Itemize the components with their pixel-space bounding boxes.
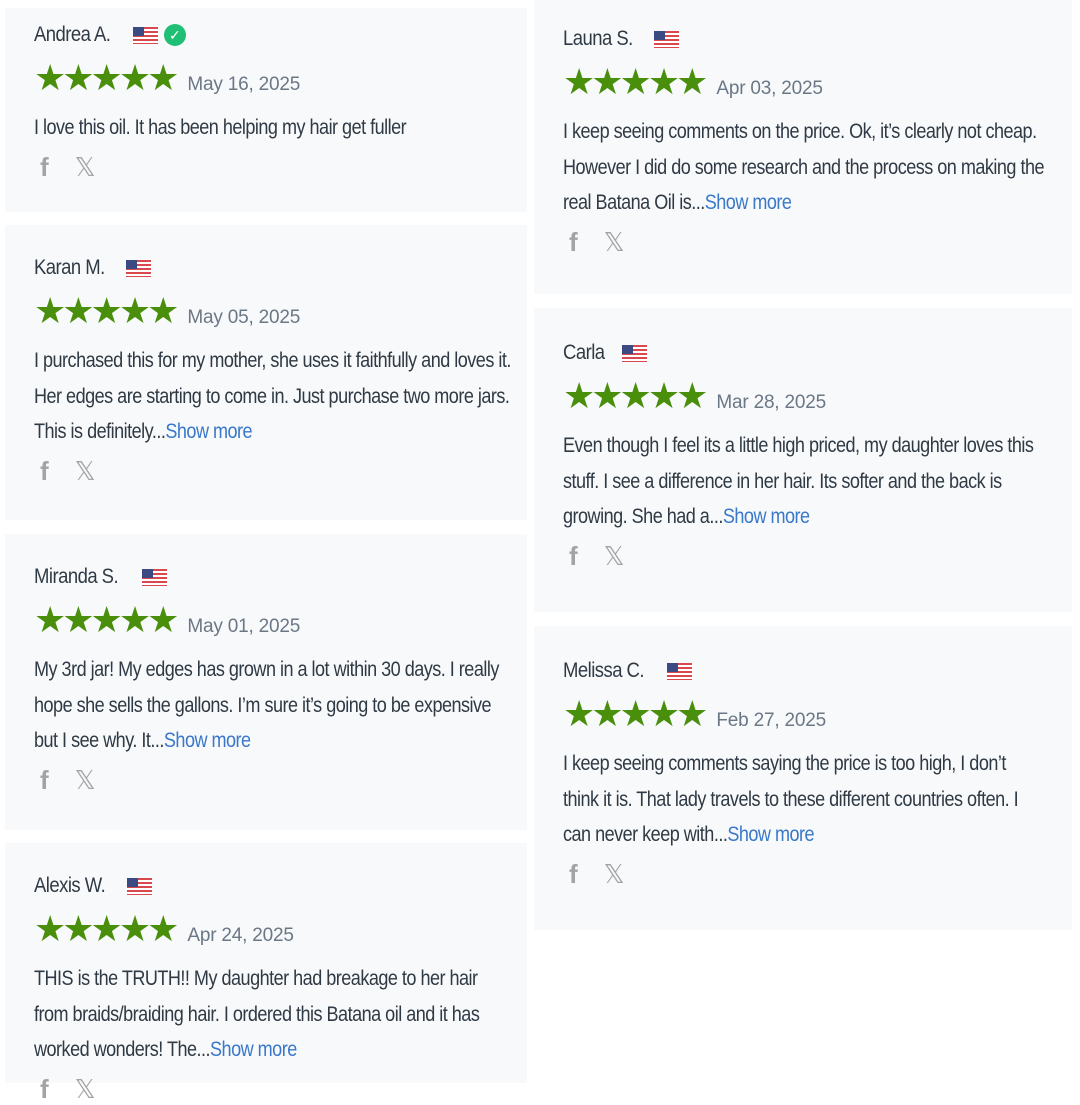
reviewer-name: Karan M. xyxy=(34,256,105,279)
star-rating: ★★★★★ xyxy=(34,57,179,98)
star-rating: ★★★★★ xyxy=(34,290,179,331)
review-text: I keep seeing comments saying the price … xyxy=(563,746,1045,853)
review-card: Carla ★★★★★ Mar 28, 2025 Even though I fe… xyxy=(534,308,1072,612)
reviewer-name: Miranda S. xyxy=(34,565,119,588)
reviewer-name: Andrea A. xyxy=(34,23,111,46)
review-text: THIS is the TRUTH!! My daughter had brea… xyxy=(34,961,516,1068)
show-more-link[interactable]: Show more xyxy=(722,505,810,528)
us-flag-icon xyxy=(667,662,693,680)
star-rating: ★★★★★ xyxy=(563,693,708,734)
us-flag-icon xyxy=(126,877,152,895)
review-date: May 16, 2025 xyxy=(187,74,301,95)
show-more-link[interactable]: Show more xyxy=(165,420,253,443)
us-flag-icon xyxy=(654,30,680,48)
review-text: Even though I feel its a little high pri… xyxy=(563,428,1045,535)
us-flag-icon xyxy=(132,26,158,44)
review-date: Apr 24, 2025 xyxy=(187,925,294,946)
x-icon[interactable]: 𝕏 xyxy=(74,1073,96,1104)
review-text: I keep seeing comments on the price. Ok,… xyxy=(563,114,1045,221)
review-card: Launa S. ★★★★★ Apr 03, 2025 I keep seeing… xyxy=(534,0,1072,294)
review-card: Karan M. ★★★★★ May 05, 2025 I purchased t… xyxy=(5,225,527,520)
us-flag-icon xyxy=(622,344,648,362)
x-icon[interactable]: 𝕏 xyxy=(603,540,625,571)
star-rating: ★★★★★ xyxy=(34,908,179,949)
review-body: I purchased this for my mother, she uses… xyxy=(34,349,511,443)
review-date: May 05, 2025 xyxy=(187,307,301,328)
star-rating: ★★★★★ xyxy=(563,375,708,416)
star-rating: ★★★★★ xyxy=(563,61,708,102)
show-more-link[interactable]: Show more xyxy=(727,823,815,846)
reviewer-name: Carla xyxy=(563,341,605,364)
review-card: Miranda S. ★★★★★ May 01, 2025 My 3rd jar!… xyxy=(5,534,527,830)
review-card: Andrea A. ✓ ★★★★★ May 16, 2025 I love this… xyxy=(5,8,527,212)
show-more-link[interactable]: Show more xyxy=(210,1038,297,1061)
x-icon[interactable]: 𝕏 xyxy=(74,764,96,795)
x-icon[interactable]: 𝕏 xyxy=(74,151,96,182)
review-date: Apr 03, 2025 xyxy=(716,78,823,99)
reviewer-name: Alexis W. xyxy=(34,874,106,897)
x-icon[interactable]: 𝕏 xyxy=(603,858,625,889)
x-icon[interactable]: 𝕏 xyxy=(74,455,96,486)
reviewer-name: Launa S. xyxy=(563,27,633,50)
facebook-icon[interactable]: f xyxy=(40,1073,49,1104)
review-text: I love this oil. It has been helping my … xyxy=(34,110,516,146)
show-more-link[interactable]: Show more xyxy=(704,191,792,214)
review-text: My 3rd jar! My edges has grown in a lot … xyxy=(34,652,516,759)
show-more-link[interactable]: Show more xyxy=(163,729,251,752)
review-body: My 3rd jar! My edges has grown in a lot … xyxy=(34,658,499,752)
review-card: Melissa C. ★★★★★ Feb 27, 2025 I keep seei… xyxy=(534,626,1072,930)
review-date: May 01, 2025 xyxy=(187,616,301,637)
check-circle-icon: ✓ xyxy=(163,24,186,46)
facebook-icon[interactable]: f xyxy=(40,151,49,182)
review-body: I keep seeing comments on the price. Ok,… xyxy=(563,120,1045,214)
facebook-icon[interactable]: f xyxy=(40,764,49,795)
review-text: I purchased this for my mother, she uses… xyxy=(34,343,516,450)
star-rating: ★★★★★ xyxy=(34,599,179,640)
reviewer-name: Melissa C. xyxy=(563,659,645,682)
review-body: Even though I feel its a little high pri… xyxy=(563,434,1034,528)
review-date: Mar 28, 2025 xyxy=(716,392,826,413)
facebook-icon[interactable]: f xyxy=(569,226,578,257)
us-flag-icon xyxy=(141,568,167,586)
review-body: THIS is the TRUTH!! My daughter had brea… xyxy=(34,967,480,1061)
review-date: Feb 27, 2025 xyxy=(716,710,826,731)
facebook-icon[interactable]: f xyxy=(569,858,578,889)
review-body: I keep seeing comments saying the price … xyxy=(563,752,1019,846)
review-body: I love this oil. It has been helping my … xyxy=(34,116,407,139)
facebook-icon[interactable]: f xyxy=(40,455,49,486)
x-icon[interactable]: 𝕏 xyxy=(603,226,625,257)
us-flag-icon xyxy=(126,259,152,277)
facebook-icon[interactable]: f xyxy=(569,540,578,571)
review-card: Alexis W. ★★★★★ Apr 24, 2025 THIS is the … xyxy=(5,843,527,1104)
